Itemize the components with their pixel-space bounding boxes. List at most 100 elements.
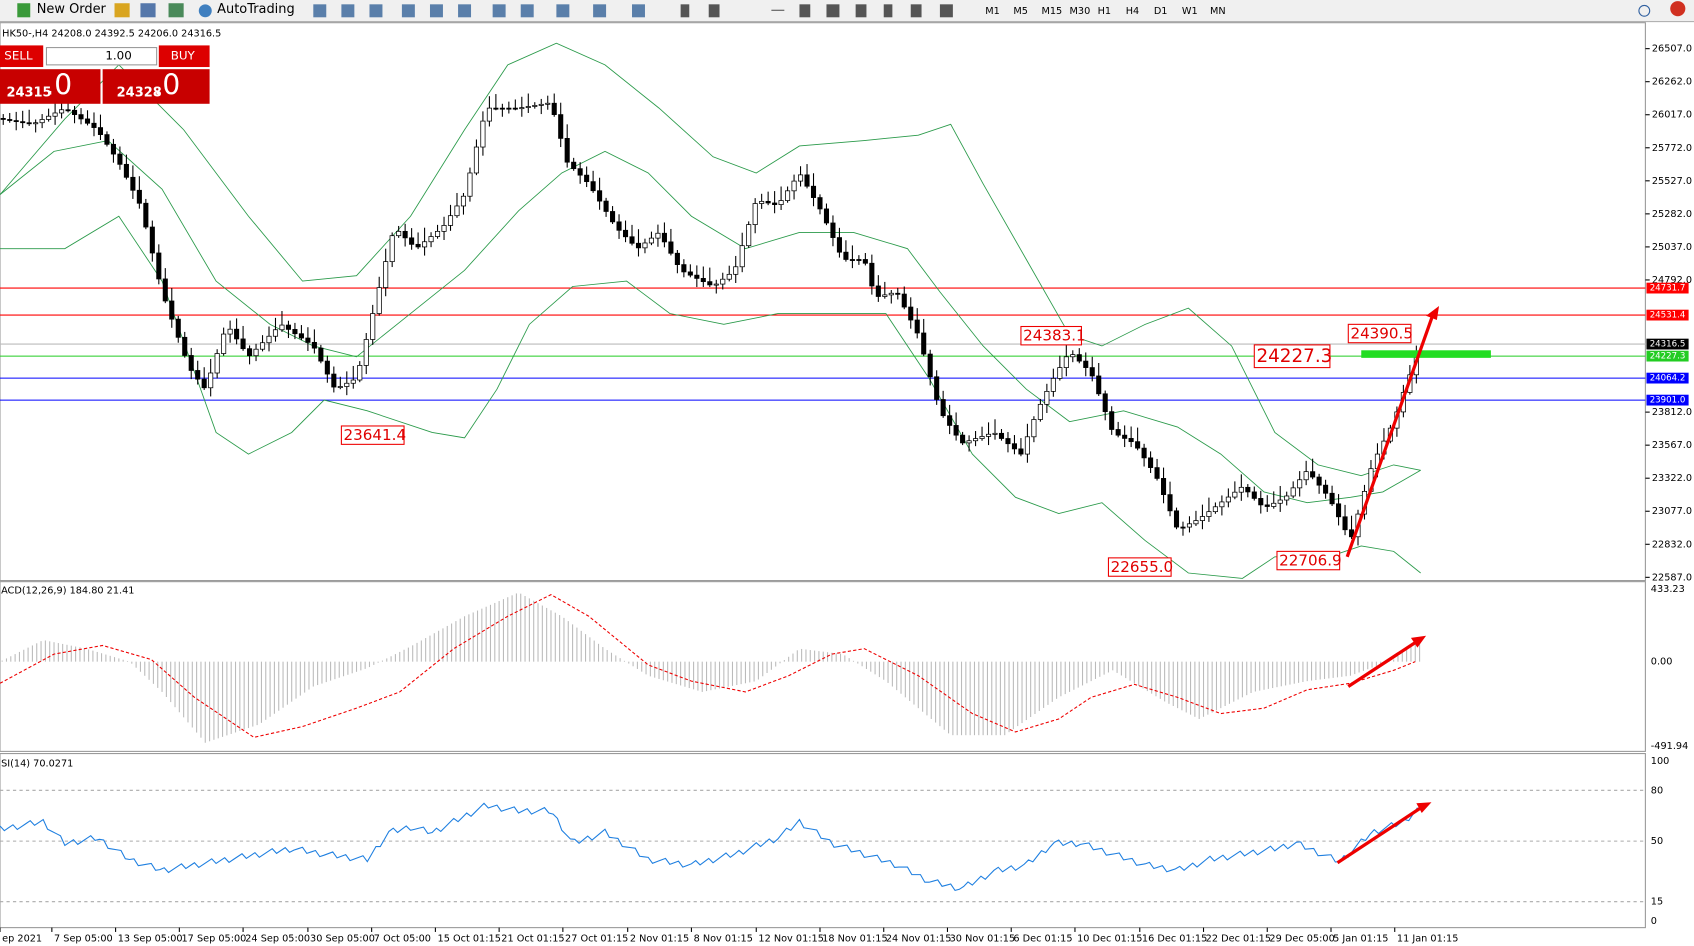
candle-body xyxy=(752,203,758,225)
candle-body xyxy=(117,153,123,165)
bollinger-band xyxy=(0,42,1421,477)
candle-body xyxy=(1089,367,1095,377)
bollinger-band xyxy=(0,215,1421,579)
candle-body xyxy=(1148,457,1154,468)
price-label: 25772.0 xyxy=(1652,143,1692,154)
autotrading-label: AutoTrading xyxy=(217,2,295,17)
lot-value: 1.00 xyxy=(105,49,131,63)
candle-body xyxy=(934,376,940,400)
candle-body xyxy=(13,120,19,123)
candle-body xyxy=(681,264,687,273)
time-label: 17 Sep 05:00 xyxy=(182,933,247,944)
candle-body xyxy=(441,225,447,232)
candle-body xyxy=(1063,356,1069,368)
candle-body xyxy=(901,293,907,308)
candle-body xyxy=(765,200,771,204)
candle-body xyxy=(0,118,6,120)
candle-body xyxy=(331,373,337,388)
price-label: 24792.0 xyxy=(1652,275,1692,286)
buy-button[interactable] xyxy=(158,45,210,68)
candle-body xyxy=(635,242,642,249)
candle-body xyxy=(713,283,719,286)
candle-body xyxy=(648,237,654,244)
candle-body xyxy=(1258,498,1264,506)
timeframe-button[interactable]: H1 xyxy=(1098,6,1111,17)
candle-body xyxy=(1342,516,1348,531)
sell-fraction: .0 xyxy=(45,68,72,101)
candle-body xyxy=(1264,504,1270,507)
time-label: 21 Oct 01:15 xyxy=(501,933,564,944)
timeframe-button[interactable]: H4 xyxy=(1126,6,1139,17)
candle-body xyxy=(571,161,577,170)
candle-body xyxy=(259,342,266,350)
candle-body xyxy=(298,333,304,339)
candle-body xyxy=(1193,520,1199,525)
macd-signal xyxy=(0,594,1416,738)
candle-body xyxy=(1076,354,1082,362)
level-box xyxy=(1646,350,1689,362)
price-label: 26507.0 xyxy=(1652,44,1692,55)
timeframe-button[interactable]: W1 xyxy=(1182,6,1198,17)
time-label: 12 Nov 01:15 xyxy=(758,933,824,944)
lot-input[interactable] xyxy=(45,47,158,66)
timeframe-button[interactable]: M5 xyxy=(1013,6,1028,17)
candle-body xyxy=(1186,523,1193,528)
rsi-axis-label: 50 xyxy=(1651,836,1663,847)
candle-body xyxy=(869,262,875,287)
buy-price-box[interactable] xyxy=(102,69,210,104)
candle-body xyxy=(610,211,616,223)
time-label: 30 Sep 05:00 xyxy=(310,933,375,944)
candle-body xyxy=(668,241,674,254)
price-label: 26017.0 xyxy=(1652,110,1692,121)
sell-button[interactable] xyxy=(0,45,44,68)
level-label: 23901.0 xyxy=(1650,396,1686,406)
candle-body xyxy=(629,236,635,244)
buy-label: BUY xyxy=(171,49,196,63)
candle-body xyxy=(91,122,97,128)
candle-body xyxy=(1173,510,1180,528)
candle-body xyxy=(350,379,356,384)
candle-body xyxy=(1238,486,1244,493)
time-label: 24 Nov 01:15 xyxy=(886,933,952,944)
candle-body xyxy=(499,107,505,110)
candle-body xyxy=(616,221,622,231)
candle-body xyxy=(383,261,389,288)
sell-label: SELL xyxy=(4,49,33,63)
candle-body xyxy=(642,242,648,249)
candle-body xyxy=(590,181,596,192)
candle-body xyxy=(26,122,32,125)
candle-body xyxy=(1135,441,1141,449)
candle-body xyxy=(84,118,91,124)
candle-body xyxy=(687,271,693,276)
autotrading-button[interactable]: AutoTrading xyxy=(198,2,295,18)
candle-body xyxy=(674,252,680,265)
price-label: 25527.0 xyxy=(1652,176,1692,187)
candle-body xyxy=(998,432,1005,439)
timeframe-button[interactable]: M1 xyxy=(985,6,1000,17)
time-label: 5 Jan 01:15 xyxy=(1333,933,1388,944)
timeframe-button[interactable]: MN xyxy=(1210,6,1226,17)
candle-body xyxy=(65,109,71,112)
sell-price-box[interactable] xyxy=(0,69,101,104)
annotation: 24390.5 xyxy=(1350,325,1413,343)
candle-body xyxy=(1316,476,1322,486)
annotation: 24383.1 xyxy=(1023,327,1086,345)
candle-body xyxy=(480,120,486,148)
candle-body xyxy=(493,107,499,110)
level-label: 24064.2 xyxy=(1650,374,1686,384)
candle-body xyxy=(577,168,583,176)
candle-body xyxy=(311,341,317,349)
timeframe-button[interactable]: D1 xyxy=(1154,6,1168,17)
timeframe-button[interactable]: M30 xyxy=(1070,6,1091,17)
timeframe-button[interactable]: M15 xyxy=(1041,6,1062,17)
candle-body xyxy=(785,190,791,201)
candle-body xyxy=(214,353,220,374)
candle-body xyxy=(422,241,428,248)
candle-body xyxy=(538,103,544,106)
candle-body xyxy=(409,237,415,245)
candle-body xyxy=(947,415,953,426)
candle-body xyxy=(1031,419,1037,438)
new-order-button[interactable]: New Order xyxy=(17,2,107,18)
level-box xyxy=(1646,338,1689,350)
